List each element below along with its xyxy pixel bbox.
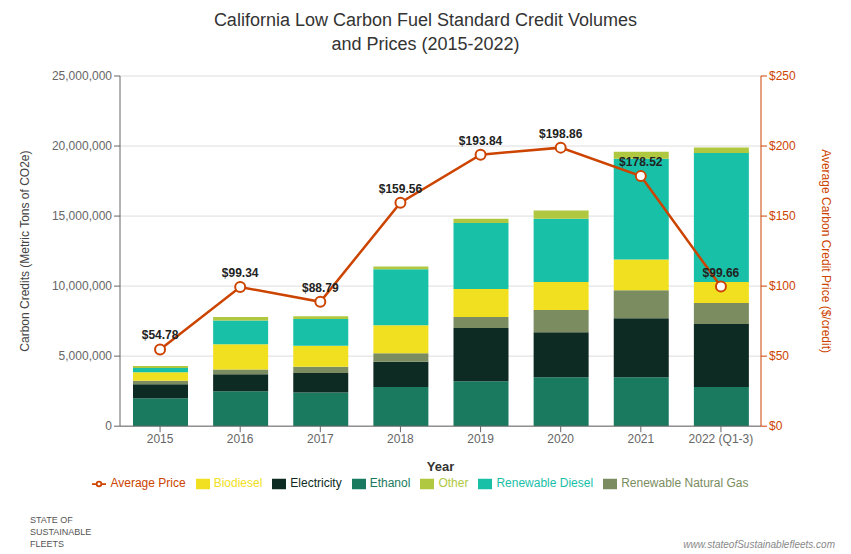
svg-text:2017: 2017 — [307, 432, 334, 446]
html-text:Electricity: Electricity — [290, 476, 342, 491]
svg-text:2020: 2020 — [547, 432, 574, 446]
svg-text:$0: $0 — [769, 419, 783, 433]
html-text:Biodiesel: Biodiesel — [213, 476, 263, 491]
svg-text:Year: Year — [427, 459, 454, 474]
svg-text:2021: 2021 — [627, 432, 654, 446]
svg-text:$198.86: $198.86 — [539, 127, 583, 141]
svg-text:2022 (Q1-3): 2022 (Q1-3) — [689, 432, 754, 446]
svg-text:Average Carbon Credit Price ($: Average Carbon Credit Price ($/credit) — [819, 149, 833, 353]
html-text:STATE OF SUSTAINABLE FLEETS: STATE OF SUSTAINABLE FLEETS — [30, 515, 92, 549]
svg-text:2018: 2018 — [387, 432, 414, 446]
svg-text:$50: $50 — [769, 349, 789, 363]
html-text:www.stateofSustainablefleets.c: www.stateofSustainablefleets.com — [683, 539, 835, 550]
svg-text:$99.66: $99.66 — [703, 266, 740, 280]
svg-text:$178.52: $178.52 — [619, 155, 663, 169]
svg-text:2019: 2019 — [467, 432, 494, 446]
svg-text:2016: 2016 — [227, 432, 254, 446]
svg-text:$150: $150 — [769, 209, 796, 223]
svg-text:Carbon Credits (Metric Tons of: Carbon Credits (Metric Tons of CO2e) — [18, 150, 32, 351]
svg-text:5,000,000: 5,000,000 — [59, 349, 113, 363]
svg-text:$200: $200 — [769, 139, 796, 153]
html-text:Ethanol: Ethanol — [369, 476, 411, 491]
svg-text:$250: $250 — [769, 69, 796, 83]
svg-text:$88.79: $88.79 — [302, 281, 339, 295]
html-text:Other: Other — [438, 476, 469, 491]
html-text:Renewable Diesel: Renewable Diesel — [496, 476, 594, 491]
html-text:Renewable Natural Gas: Renewable Natural Gas — [621, 476, 749, 491]
svg-text:10,000,000: 10,000,000 — [52, 279, 112, 293]
svg-text:0: 0 — [105, 419, 112, 433]
svg-text:$100: $100 — [769, 279, 796, 293]
svg-text:$99.34: $99.34 — [222, 266, 259, 280]
svg-text:$193.84: $193.84 — [459, 134, 503, 148]
html-text:Average Price: Average Price — [110, 476, 186, 491]
svg-text:2015: 2015 — [147, 432, 174, 446]
svg-text:$159.56: $159.56 — [379, 182, 423, 196]
html-text:California Low Carbon Fuel Sta: California Low Carbon Fuel Standard Cred… — [213, 10, 638, 54]
svg-text:15,000,000: 15,000,000 — [52, 209, 112, 223]
svg-text:$54.78: $54.78 — [142, 328, 179, 342]
svg-text:20,000,000: 20,000,000 — [52, 139, 112, 153]
svg-text:25,000,000: 25,000,000 — [52, 69, 112, 83]
